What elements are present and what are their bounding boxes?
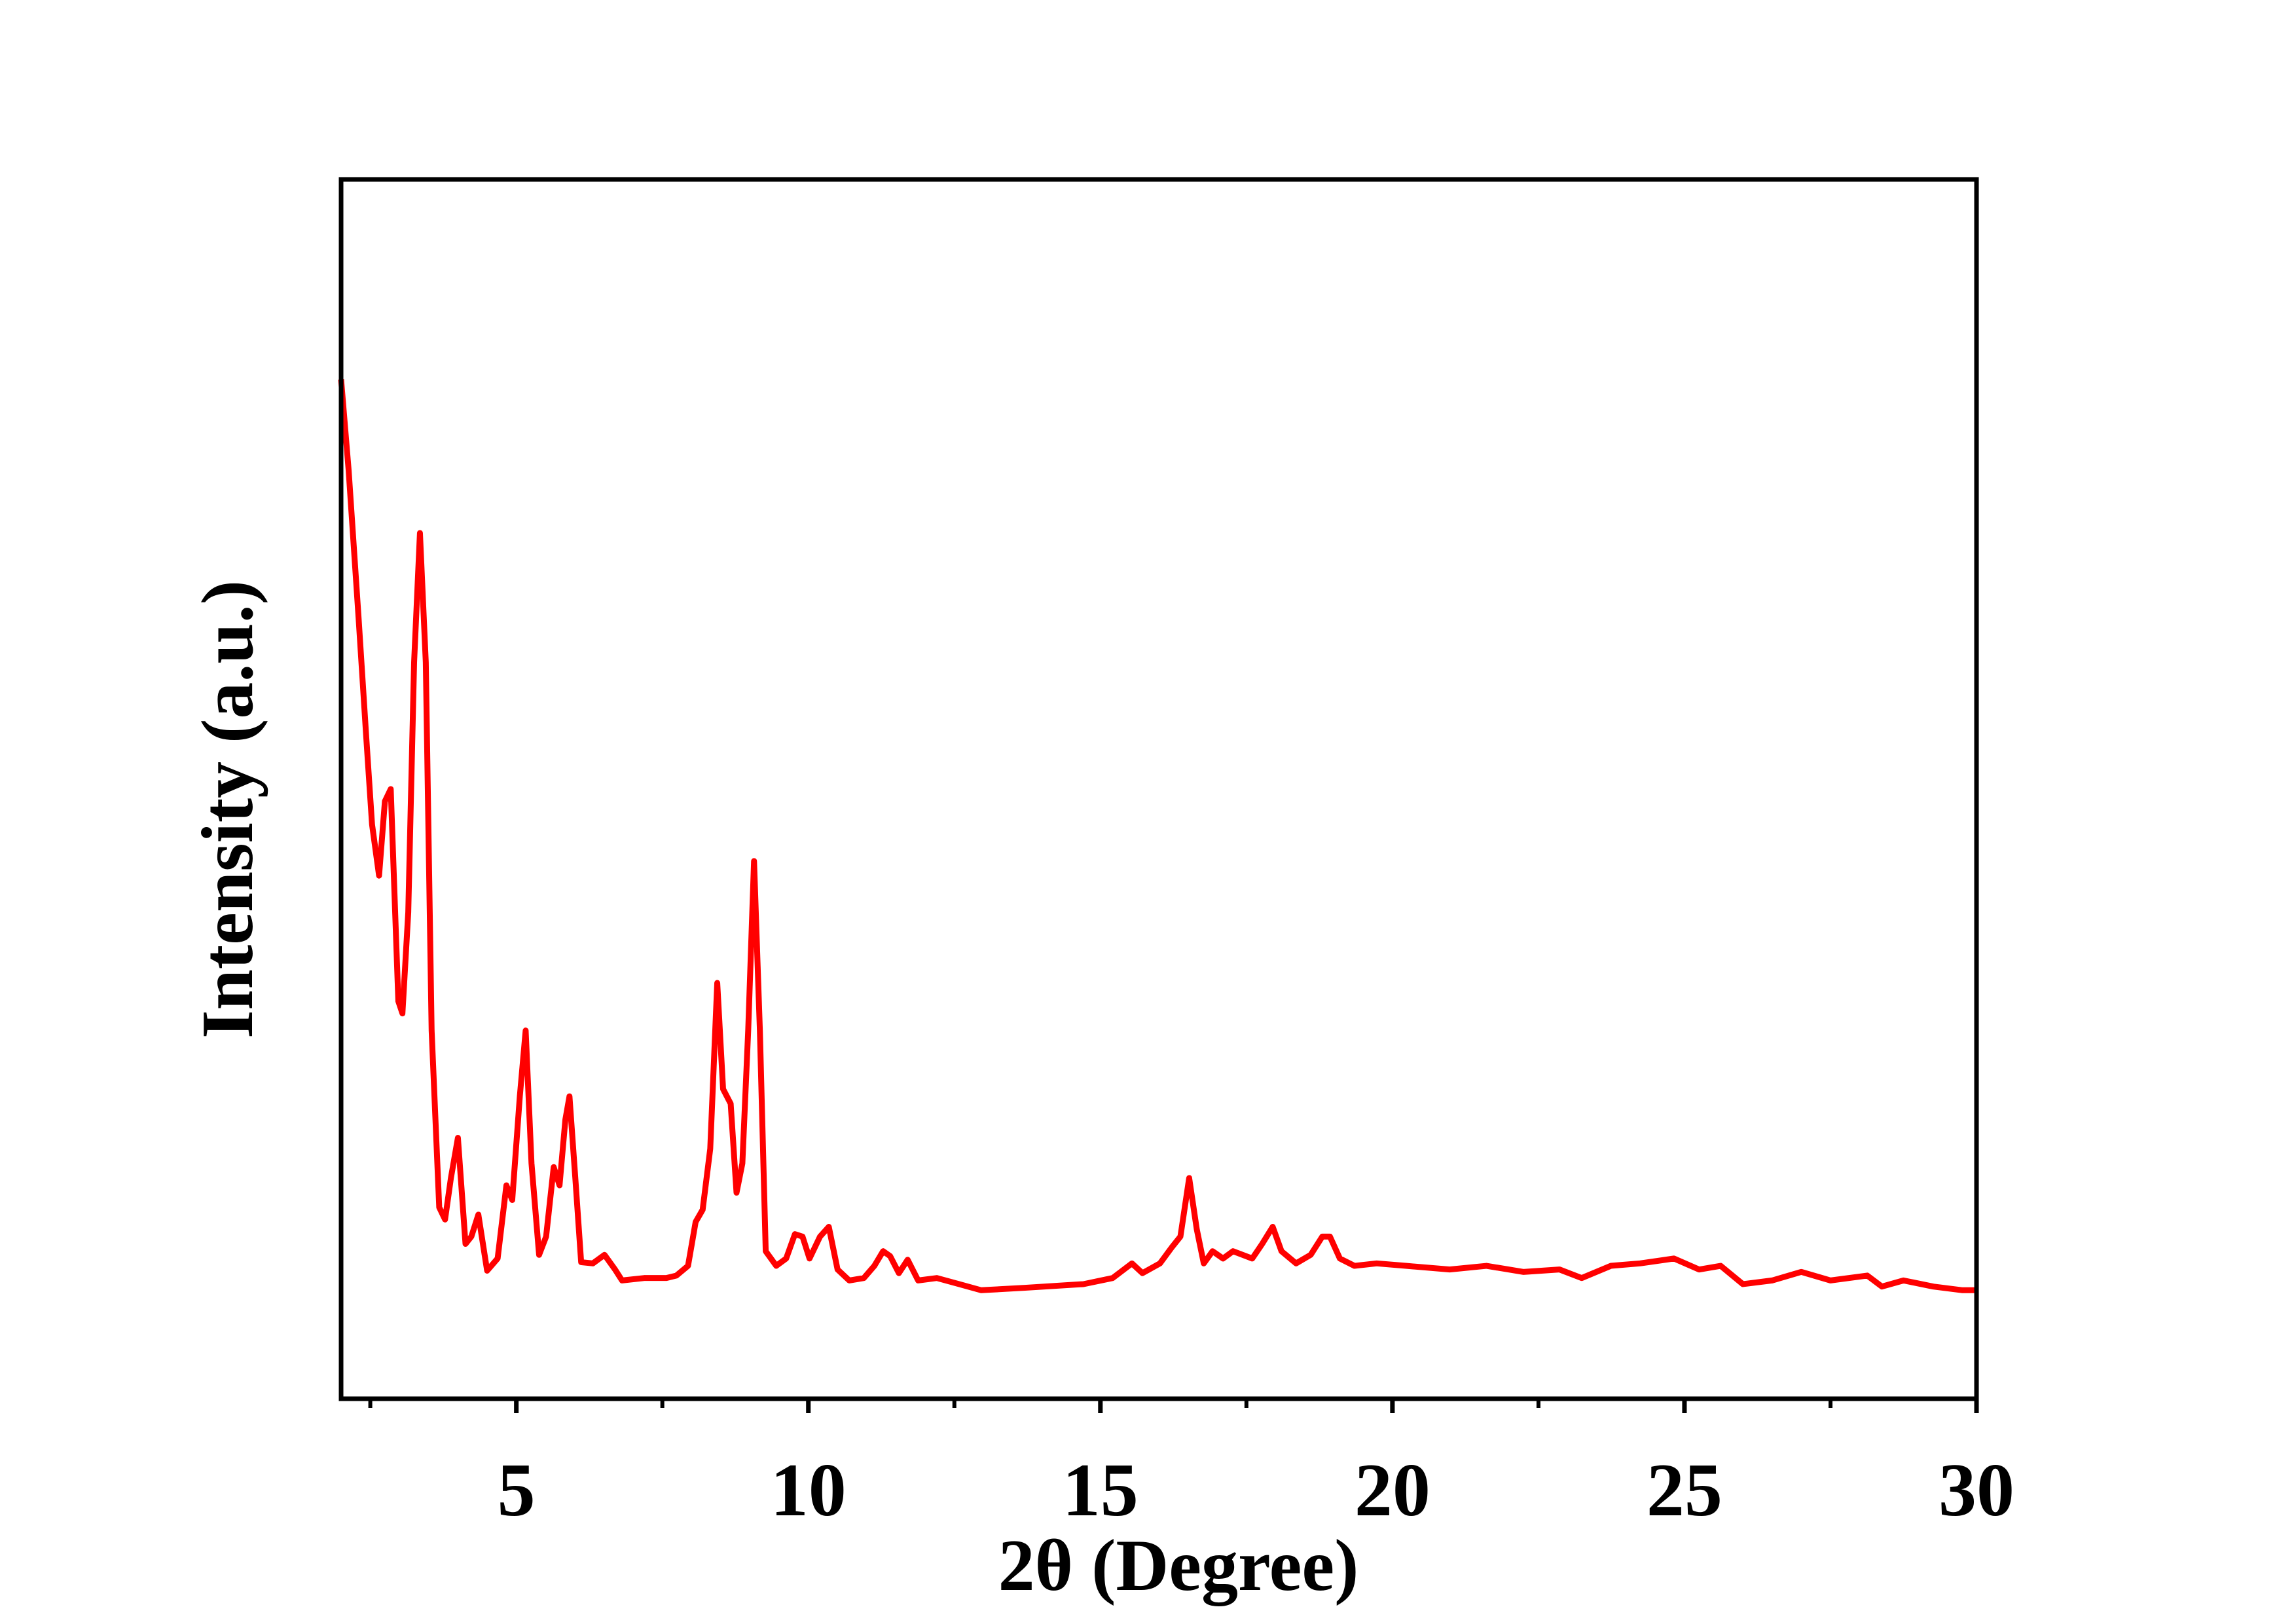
x-tick-label: 5	[498, 1449, 536, 1532]
x-axis-label: 2θ (Degree)	[998, 1525, 1359, 1606]
x-tick-label: 25	[1647, 1449, 1722, 1532]
x-tick-label: 10	[771, 1449, 847, 1532]
x-tick-label: 30	[1939, 1449, 2014, 1532]
plot-frame	[338, 177, 1979, 1401]
x-tick-label: 20	[1355, 1449, 1430, 1532]
x-tick-label: 15	[1063, 1449, 1139, 1532]
y-axis-label: Intensity (a.u.)	[187, 580, 268, 1039]
data-line	[338, 378, 1977, 1293]
